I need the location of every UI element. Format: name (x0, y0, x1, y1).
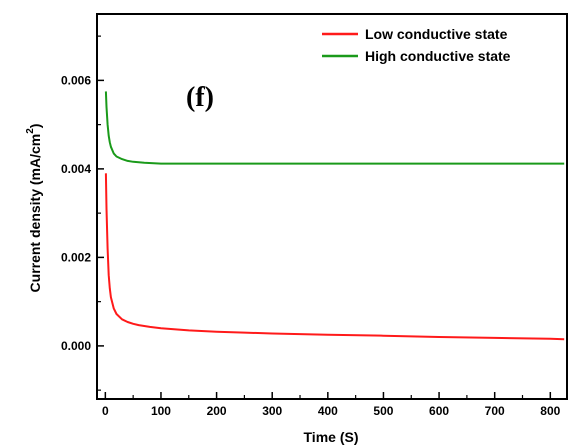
y-axis-title-close: ) (27, 124, 43, 129)
series-line-high (104, 91, 565, 165)
plot-frame (96, 13, 568, 400)
x-axis-title: Time (S) (304, 429, 359, 445)
y-axis-title-sup: 2 (25, 128, 36, 134)
x-tick-label: 700 (485, 404, 505, 418)
legend-label-low: Low conductive state (365, 26, 508, 42)
axis-ticks: 0 100 200 300 400 500 600 700 800 0.000 0.002 0.004… (61, 35, 561, 418)
x-tick-label: 800 (540, 404, 560, 418)
y-tick-label: 0.006 (61, 73, 91, 87)
legend: Low conductive state High conductive sta… (322, 26, 511, 64)
series-lines (104, 91, 565, 341)
x-tick-label: 400 (318, 404, 338, 418)
y-axis-title-main: Current density (mA/cm (27, 134, 43, 293)
y-tick-label: 0.004 (61, 162, 91, 176)
series-line-low (104, 173, 565, 341)
x-tick-label: 200 (207, 404, 227, 418)
x-tick-label: 0 (102, 404, 109, 418)
x-tick-label: 300 (262, 404, 282, 418)
x-tick-label: 600 (429, 404, 449, 418)
y-tick-label: 0.002 (61, 250, 91, 264)
y-axis-title: Current density (mA/cm2) (25, 124, 43, 293)
legend-label-high: High conductive state (365, 48, 511, 64)
x-tick-label: 100 (151, 404, 171, 418)
x-tick-label: 500 (373, 404, 393, 418)
panel-label: (f) (186, 82, 214, 113)
y-tick-label: 0.000 (61, 339, 91, 353)
